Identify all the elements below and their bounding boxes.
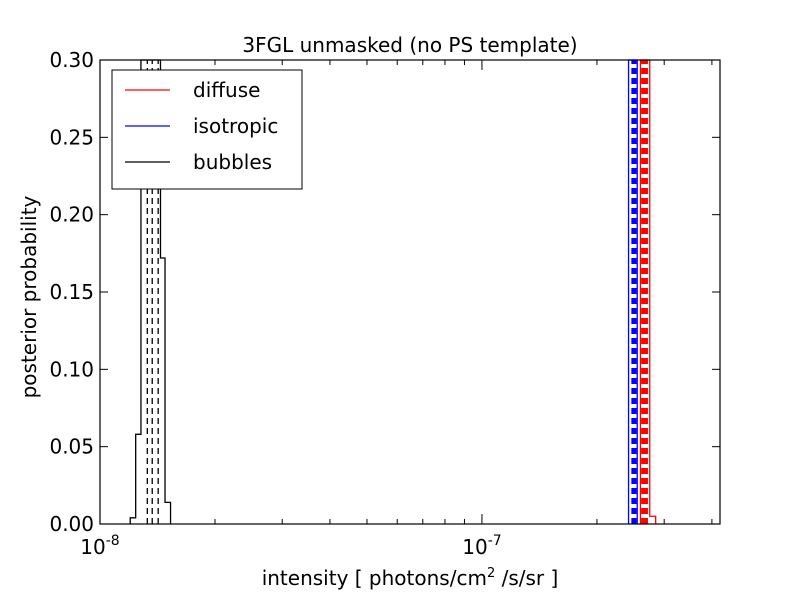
y-tick-label: 0.00	[49, 512, 94, 536]
y-tick-label: 0.20	[49, 203, 94, 227]
legend: diffuse isotropic bubbles	[111, 69, 303, 190]
chart-title: 3FGL unmasked (no PS template)	[242, 33, 577, 57]
x-tick-label: 10-8	[80, 533, 119, 559]
x-axis-label: intensity [ photons/cm2 /s/sr ]	[262, 566, 559, 590]
x-axis-label-suffix: /s/sr ]	[495, 566, 558, 590]
x-axis-label-prefix: intensity [ photons/cm	[262, 566, 487, 590]
quantile-lines	[146, 60, 648, 524]
y-tick-label: 0.25	[49, 125, 94, 149]
legend-label-bubbles: bubbles	[193, 150, 272, 174]
y-axis-label: posterior probability	[17, 195, 41, 398]
plot-area: 0.00 0.05 0.10 0.15 0.20 0.25 0.30 10-8 10-7	[49, 48, 721, 559]
x-tick-label: 10-7	[462, 533, 501, 559]
y-tick-label: 0.05	[49, 435, 94, 459]
y-tick-label: 0.15	[49, 280, 94, 304]
y-tick-label: 0.30	[49, 48, 94, 72]
axis-ticks: 0.00 0.05 0.10 0.15 0.20 0.25 0.30 10-8 10-7	[49, 48, 720, 559]
legend-label-diffuse: diffuse	[193, 78, 260, 102]
legend-items: diffuse isotropic bubbles	[125, 78, 278, 174]
y-tick-label: 0.10	[49, 357, 94, 381]
x-axis-label-sup: 2	[487, 566, 495, 581]
legend-label-isotropic: isotropic	[193, 114, 278, 138]
